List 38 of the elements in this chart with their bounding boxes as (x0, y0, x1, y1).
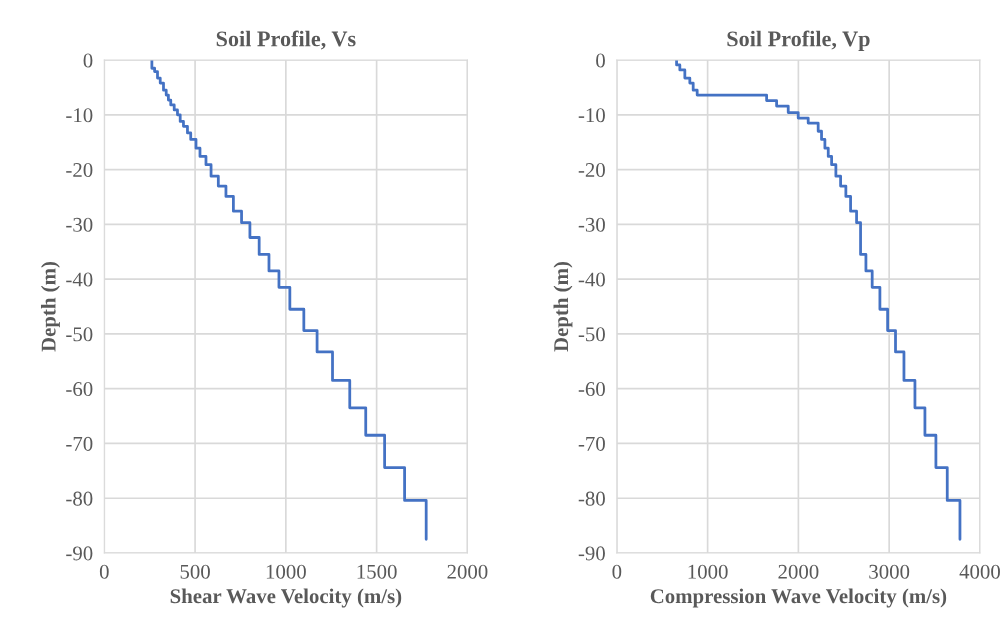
line-series (675, 60, 962, 541)
y-tick-label: -60 (66, 382, 93, 397)
x-tick-label: 500 (180, 564, 210, 579)
x-tick-label: 0 (99, 564, 109, 579)
y-tick-label: -20 (66, 162, 93, 178)
y-tick-label: -50 (66, 327, 93, 342)
x-tick-label: 0 (612, 564, 622, 579)
line-series (150, 60, 428, 541)
x-axis-title: Compression Wave Velocity (m/s) (650, 588, 947, 608)
y-tick-label: -80 (66, 491, 93, 506)
y-tick-label: -10 (578, 108, 605, 123)
x-tick-label: 1000 (266, 564, 306, 579)
y-tick-label: -10 (66, 108, 93, 123)
chart-title: Soil Profile, Vp (727, 30, 870, 51)
y-tick-label: -30 (66, 217, 93, 232)
x-tick-label: 2000 (778, 564, 819, 579)
y-tick-label: -80 (578, 491, 605, 506)
y-tick-label: 0 (83, 53, 93, 68)
y-tick-label: -40 (578, 272, 605, 287)
y-tick-label: -70 (578, 436, 605, 451)
y-axis-title: Depth (m) (40, 262, 60, 352)
y-tick-label: -30 (578, 217, 605, 232)
x-tick-label: 3000 (869, 564, 910, 579)
y-tick-label: -40 (66, 272, 93, 287)
chart-title: Soil Profile, Vs (216, 30, 356, 50)
y-tick-label: -90 (578, 546, 605, 561)
y-tick-label: -60 (578, 382, 605, 397)
y-tick-label: -70 (66, 436, 93, 451)
x-tick-label: 1500 (357, 564, 397, 579)
y-tick-label: -90 (66, 546, 93, 561)
x-tick-label: 2000 (447, 564, 488, 579)
x-tick-label: 1000 (688, 564, 728, 579)
y-tick-label: -20 (578, 162, 605, 178)
x-tick-label: 4000 (959, 564, 1000, 579)
y-tick-label: -50 (578, 327, 605, 342)
y-axis-title: Depth (m) (553, 262, 573, 352)
y-tick-label: 0 (596, 53, 605, 68)
x-axis-title: Shear Wave Velocity (m/s) (170, 588, 402, 608)
